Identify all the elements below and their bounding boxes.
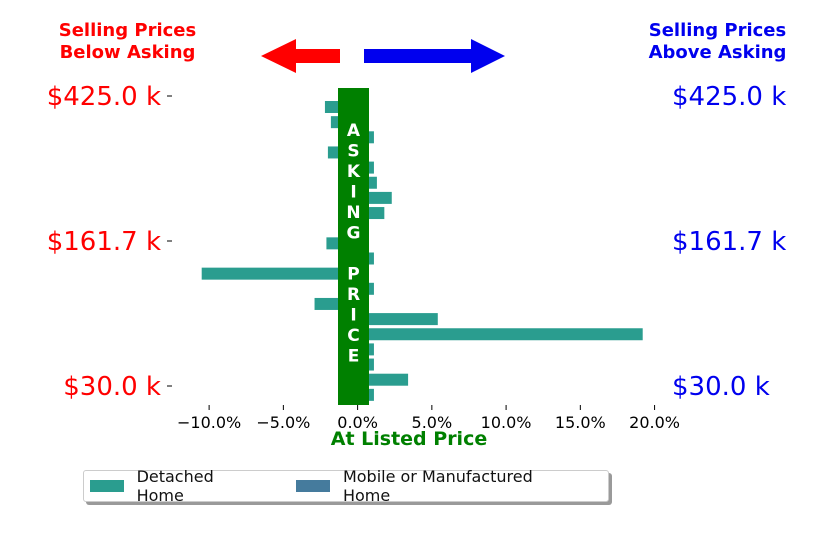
legend-swatch-mobile [296,480,330,492]
below-asking-line-1: Selling Prices [58,20,197,41]
above-asking-line-2: Above Asking [648,42,787,63]
asking-price-letter: C [347,326,359,346]
x-tick-label: 20.0% [629,413,680,432]
asking-price-letter: A [347,121,361,141]
bar-detached-11 [201,267,358,280]
bar-detached-15 [357,328,643,341]
asking-price-band-rect [338,88,369,405]
y-tick-label-left: $425.0 k [47,82,161,112]
below-asking-header: Selling Prices Below Asking [40,20,215,64]
asking-price-letter: G [347,224,361,244]
x-tick-label: −5.0% [256,413,310,432]
asking-price-letter: R [347,285,360,305]
asking-price-letter: S [347,142,359,162]
asking-price-letter: I [350,183,356,203]
above-asking-line-1: Selling Prices [648,20,787,41]
y-tick-label-right: $161.7 k [672,227,786,257]
legend-item-detached: Detached Home [90,467,264,505]
legend: Detached Home Mobile or Manufactured Hom… [83,467,609,505]
bar-detached-14 [357,313,438,326]
y-tick-label-right: $30.0 k [672,372,770,402]
y-tick-label-right: $425.0 k [672,82,786,112]
x-tick-label: 5.0% [412,413,453,432]
x-tick-label: 10.0% [481,413,532,432]
legend-label-mobile: Mobile or Manufactured Home [342,467,533,505]
asking-price-letter: K [347,162,361,182]
bar-detached-18 [357,373,409,386]
y-tick-label-left: $30.0 k [63,372,161,402]
x-tick-label: 15.0% [555,413,606,432]
right-arrow-icon [364,39,505,73]
left-arrow-icon [261,39,340,73]
asking-price-letter: P [347,265,359,285]
above-asking-header: Selling Prices Above Asking [615,20,820,64]
axes-group: −10.0% −5.0% 0.0% 5.0% 10.0% 15.0% 20.0% $425.0… [47,82,787,432]
below-asking-line-2: Below Asking [59,42,196,63]
legend-swatch-detached [90,480,124,492]
bars-group [201,101,643,401]
x-tick-label: −10.0% [177,413,241,432]
x-tick-label: 0.0% [337,413,378,432]
asking-price-letter: N [346,203,360,223]
legend-item-mobile: Mobile or Manufactured Home [296,467,582,505]
y-tick-label-left: $161.7 k [47,227,161,257]
direction-arrows [261,39,505,73]
asking-price-letter: E [348,347,360,367]
legend-label-detached: Detached Home [136,467,214,505]
asking-price-letter: I [350,306,356,326]
x-axis-label: At Listed Price [331,428,487,450]
